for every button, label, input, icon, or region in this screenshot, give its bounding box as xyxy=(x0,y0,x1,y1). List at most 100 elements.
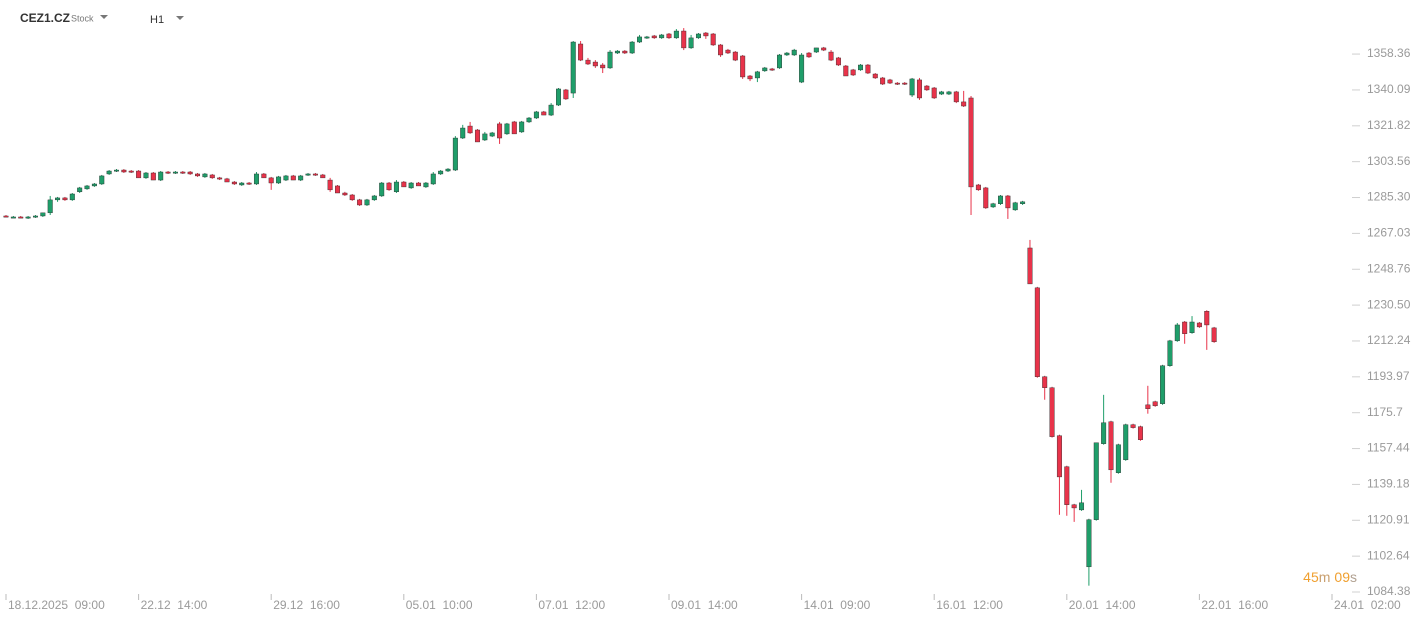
y-tick-label: 1358.36 xyxy=(1367,46,1411,60)
x-tick-label: 24.01 02:00 xyxy=(1334,598,1401,612)
candle-body xyxy=(165,171,171,174)
y-tick-label: 1102.64 xyxy=(1367,548,1410,562)
candle-body xyxy=(467,125,473,134)
candle-body xyxy=(1064,466,1070,505)
candle-body xyxy=(828,51,834,61)
candle-body xyxy=(526,117,532,123)
candle-body xyxy=(239,182,245,186)
candle-body xyxy=(975,184,981,191)
candle-body xyxy=(349,194,355,201)
candle-body xyxy=(541,111,547,116)
candle-body xyxy=(931,87,937,99)
candle-body xyxy=(659,34,665,39)
candle-body xyxy=(1101,422,1107,444)
candle-body xyxy=(865,64,871,74)
candle-body xyxy=(320,174,326,179)
candle-body xyxy=(924,85,930,91)
candle-body xyxy=(1071,504,1077,509)
candle-body xyxy=(335,185,340,194)
candle-body xyxy=(276,176,282,184)
candle-body xyxy=(1160,365,1166,404)
candle-body xyxy=(732,51,738,61)
candle-body xyxy=(998,195,1003,204)
candle-body xyxy=(202,173,208,178)
candle-body xyxy=(357,199,363,206)
countdown-unit: s xyxy=(1350,569,1357,585)
interval[interactable]: H1 xyxy=(150,14,164,26)
candle-body xyxy=(1123,424,1129,461)
instrument-kind: Stock xyxy=(71,13,94,23)
candle-body xyxy=(445,168,451,172)
candle-body xyxy=(209,174,215,179)
candle-body xyxy=(158,171,164,181)
countdown-unit: m xyxy=(1319,569,1331,585)
candle-body xyxy=(570,41,576,94)
candle-body xyxy=(563,89,569,100)
symbol[interactable]: CEZ1.CZ xyxy=(20,11,70,25)
candle-body xyxy=(850,69,856,76)
candle-body xyxy=(880,77,886,85)
candle-body xyxy=(47,199,53,214)
candle-body xyxy=(55,197,61,201)
y-tick-label: 1084.38 xyxy=(1367,584,1411,598)
candle-body xyxy=(180,171,186,174)
candle-body xyxy=(740,55,746,78)
candle-body xyxy=(305,173,311,176)
candle-body xyxy=(84,185,90,190)
candle-body xyxy=(393,181,399,193)
candle-body xyxy=(261,173,267,179)
candle-body xyxy=(460,127,466,139)
candle-body xyxy=(887,79,893,84)
candle-body xyxy=(416,182,422,187)
candle-body xyxy=(1130,424,1136,428)
y-tick-label: 1303.56 xyxy=(1367,154,1411,168)
candle-body xyxy=(187,171,193,175)
countdown: 45m 09s xyxy=(1303,569,1357,585)
y-tick-label: 1139.18 xyxy=(1367,477,1410,491)
candle-body xyxy=(578,43,584,61)
candle-body xyxy=(438,170,444,175)
candle-body xyxy=(858,64,864,71)
candle-body xyxy=(408,182,414,189)
candle-body xyxy=(150,172,156,181)
candle-body xyxy=(637,36,643,43)
candle-body xyxy=(379,182,385,197)
y-tick-label: 1212.24 xyxy=(1367,333,1411,347)
candle-body xyxy=(939,91,945,95)
candle-body xyxy=(217,177,223,180)
candle-body xyxy=(40,212,46,217)
candle-body xyxy=(99,175,105,185)
candle-body xyxy=(1020,201,1026,204)
x-tick-label: 18.12.2025 09:00 xyxy=(8,598,105,612)
candle-body xyxy=(91,183,97,187)
candle-body xyxy=(1115,444,1121,473)
candle-body xyxy=(754,71,760,79)
candle-body xyxy=(799,54,805,83)
candle-body xyxy=(1056,435,1062,478)
candle-body xyxy=(489,132,495,137)
candle-body xyxy=(1034,287,1040,377)
candle-body xyxy=(195,173,201,177)
candle-body xyxy=(423,182,429,188)
candle-body xyxy=(18,216,24,219)
candle-body xyxy=(629,41,635,54)
candle-body xyxy=(511,121,517,135)
candle-body xyxy=(482,133,488,141)
candle-body xyxy=(1167,340,1173,366)
x-tick-label: 16.01 12:00 xyxy=(936,598,1003,612)
candle-body xyxy=(673,30,679,39)
candle-body xyxy=(1012,202,1018,211)
interval-dropdown[interactable] xyxy=(176,16,184,20)
symbol-dropdown[interactable] xyxy=(100,15,108,19)
candle-body xyxy=(725,49,731,54)
candle-body xyxy=(128,170,134,173)
candle-body xyxy=(600,64,606,69)
candle-body xyxy=(968,97,974,188)
candle-body xyxy=(777,54,782,69)
candle-body xyxy=(644,36,650,39)
candle-body xyxy=(1108,421,1114,471)
candle-body xyxy=(246,182,252,185)
candle-body xyxy=(504,123,510,135)
candle-body xyxy=(843,65,849,77)
